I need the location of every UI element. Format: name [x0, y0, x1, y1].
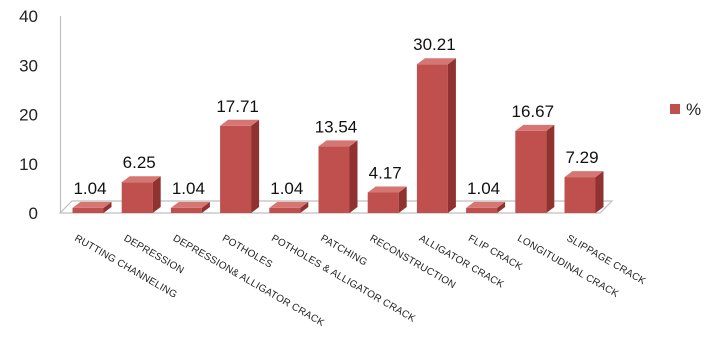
bar-front	[515, 130, 547, 213]
bar-side	[300, 201, 309, 213]
bar-side	[349, 140, 358, 213]
bar-front	[367, 192, 399, 213]
bar-top	[72, 201, 112, 208]
data-label: 1.04	[172, 179, 205, 198]
data-label: 30.21	[413, 35, 456, 54]
bar-side	[447, 58, 456, 213]
data-label: 1.04	[270, 179, 303, 198]
y-tick-label: 30	[19, 56, 38, 75]
bar-side	[595, 171, 604, 213]
data-label: 13.54	[315, 117, 358, 136]
bar-side	[546, 124, 555, 213]
data-label: 7.29	[565, 148, 598, 167]
bar-front	[416, 64, 448, 213]
bar-top	[367, 186, 407, 193]
bar-front	[170, 207, 202, 213]
bar-front	[121, 182, 153, 213]
y-tick-label: 20	[19, 106, 38, 125]
bar-front	[269, 207, 301, 213]
bar-top	[466, 201, 506, 208]
legend-swatch	[670, 104, 680, 114]
bar-front	[466, 207, 498, 213]
data-label: 1.04	[73, 179, 106, 198]
data-label: 16.67	[512, 102, 555, 121]
bar-front	[220, 125, 252, 213]
bar-side	[497, 201, 506, 213]
data-label: 17.71	[216, 97, 259, 116]
bar-top	[515, 124, 555, 131]
bar-top	[318, 140, 358, 147]
bar-top	[416, 58, 456, 65]
x-tick-label: RECONSTRUCTION	[368, 233, 458, 291]
bar-side	[152, 176, 161, 213]
bar-side	[398, 186, 407, 213]
bar-side	[103, 201, 112, 213]
bar-top	[564, 171, 604, 178]
bar-front	[564, 177, 596, 213]
x-tick-label: SLIPPAGE CRACK	[565, 233, 648, 287]
bar-top	[269, 201, 309, 208]
bar-top	[220, 119, 260, 126]
bar-top	[121, 176, 161, 183]
legend-label: %	[686, 100, 701, 119]
bar-side	[201, 201, 210, 213]
bar-front	[72, 207, 104, 213]
y-tick-label: 0	[29, 204, 38, 223]
x-tick-label: ALLIGATOR CRACK	[417, 233, 506, 291]
data-label: 4.17	[369, 163, 402, 182]
y-tick-label: 10	[19, 155, 38, 174]
data-label: 6.25	[123, 153, 156, 172]
bar-top	[170, 201, 210, 208]
y-tick-label: 40	[19, 7, 38, 26]
bar-side	[251, 119, 260, 213]
bar-front	[318, 146, 350, 213]
data-label: 1.04	[467, 179, 500, 198]
